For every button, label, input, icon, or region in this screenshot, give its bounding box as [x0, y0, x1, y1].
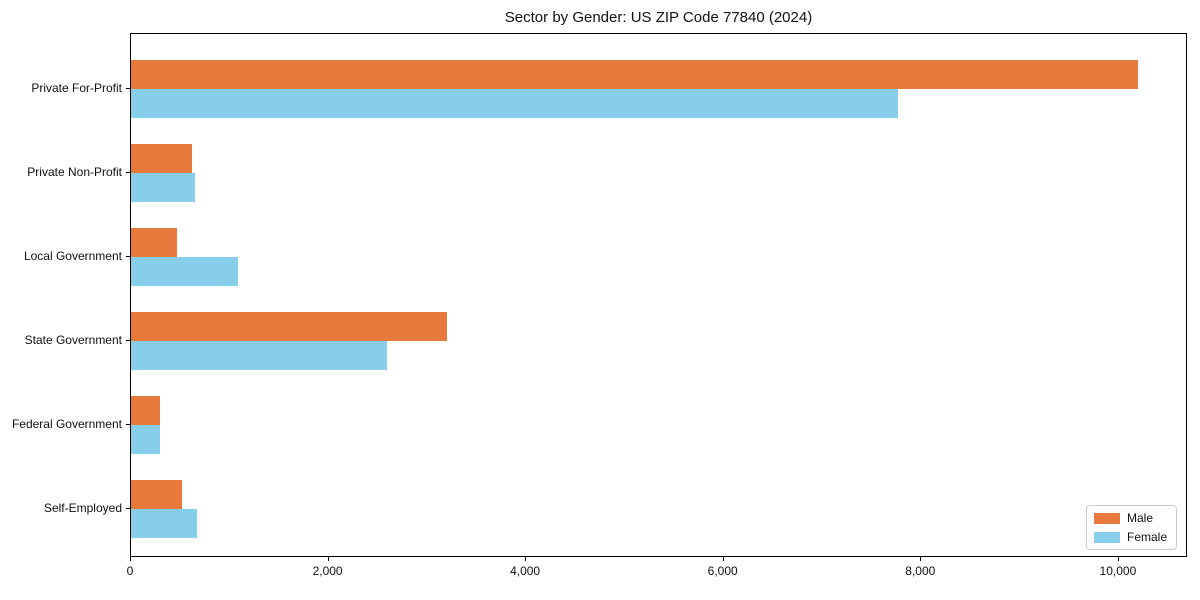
legend-swatch-female	[1093, 531, 1120, 543]
x-tick-label-8-000: 8,000	[905, 564, 936, 578]
bar-male-private-non-profit	[131, 144, 193, 173]
x-tick-mark	[1117, 557, 1119, 561]
y-tick-label-state-government: State Government	[24, 333, 122, 347]
plot-area: Male Female	[130, 33, 1187, 557]
bar-male-state-government	[131, 312, 447, 341]
legend-row-male: Male	[1093, 511, 1167, 525]
x-tick-label-0: 0	[126, 564, 134, 578]
x-tick-label-2-000: 2,000	[312, 564, 343, 578]
x-tick-mark	[130, 557, 131, 561]
y-tick-mark	[126, 340, 130, 341]
x-tick-label-6-000: 6,000	[707, 564, 738, 578]
x-tick-mark	[722, 557, 724, 561]
y-tick-mark	[126, 172, 130, 173]
legend-label-male: Male	[1126, 511, 1153, 525]
bar-female-local-government	[131, 257, 238, 286]
y-tick-label-local-government: Local Government	[23, 249, 122, 263]
y-tick-mark	[126, 88, 130, 89]
bar-male-federal-government	[131, 396, 160, 425]
chart-title: Sector by Gender: US ZIP Code 77840 (202…	[504, 9, 813, 26]
y-tick-mark	[126, 424, 130, 425]
bar-female-state-government	[131, 341, 387, 370]
legend-row-female: Female	[1093, 530, 1167, 544]
bar-female-private-for-profit	[131, 89, 898, 118]
bar-female-federal-government	[131, 425, 161, 454]
legend: Male Female	[1085, 505, 1177, 550]
y-tick-mark	[126, 508, 130, 509]
bar-female-private-non-profit	[131, 173, 195, 202]
x-tick-label-10-000: 10,000	[1099, 564, 1137, 578]
y-tick-label-federal-government: Federal Government	[11, 417, 122, 431]
bar-male-local-government	[131, 228, 178, 257]
legend-swatch-male	[1093, 512, 1120, 524]
x-tick-mark	[920, 557, 922, 561]
y-tick-label-self-employed: Self-Employed	[43, 501, 122, 515]
x-tick-mark	[327, 557, 329, 561]
legend-label-female: Female	[1126, 530, 1167, 544]
y-tick-label-private-for-profit: Private For-Profit	[31, 81, 122, 95]
bar-female-self-employed	[131, 509, 198, 538]
bar-male-self-employed	[131, 480, 182, 509]
x-tick-label-4-000: 4,000	[510, 564, 541, 578]
bar-male-private-for-profit	[131, 60, 1138, 89]
y-tick-mark	[126, 256, 130, 257]
y-tick-label-private-non-profit: Private Non-Profit	[27, 165, 122, 179]
x-tick-mark	[525, 557, 527, 561]
